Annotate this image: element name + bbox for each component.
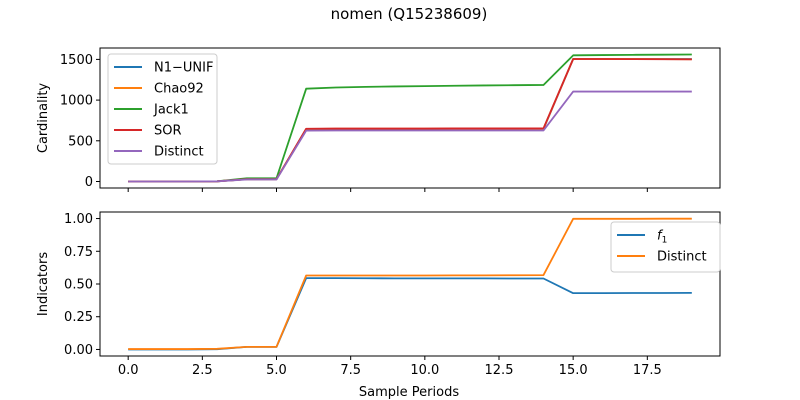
x-tick-label: 2.5 [192,363,213,378]
legend-label: Distinct [657,250,707,265]
legend: N1−UNIF Chao92 Jack1 SOR Distinct [107,53,218,165]
legend-label: N1−UNIF [154,61,213,76]
y-tick-label: 1000 [60,94,93,109]
y-tick-label: 0.50 [64,278,93,293]
x-tick-label: 17.5 [633,363,662,378]
x-tick-label: 0.0 [118,363,139,378]
axes-frame [99,47,721,189]
legend-box [610,221,721,273]
series-line-f1 [128,277,692,351]
legend-label: Distinct [154,145,204,160]
y-axis-label: Indicators [36,252,51,316]
x-tick-label: 12.5 [485,363,514,378]
indicators-panel: 0.0 2.5 5.0 7.5 10.0 12.5 15.0 17.5 0.00 0.25 0.50… [36,211,721,378]
legend-box [107,53,218,165]
y-tick-label: 1500 [60,53,93,68]
legend: f1 Distinct [610,221,721,273]
y-tick-label: 1.00 [64,212,93,227]
figure-title: nomen (Q15238609) [331,5,488,23]
legend-label: Chao92 [154,82,204,97]
x-tick-label: 7.5 [340,363,361,378]
y-axis-label: Cardinality [36,83,51,154]
y-tick-label: 0.00 [64,343,93,358]
series-line-distinct [128,90,692,183]
x-axis-label: Sample Periods [359,385,459,400]
series-line-distinct [128,217,692,350]
cardinality-panel: 0 500 1000 1500 Cardinality N1−UNIF Chao92 Jack… [36,47,721,192]
legend-label: Jack1 [153,103,189,118]
y-tick-label: 0.75 [64,245,93,260]
x-tick-label: 10.0 [410,363,439,378]
x-tick-label: 5.0 [266,363,287,378]
legend-label: f1 [657,229,667,246]
legend-label: SOR [154,124,182,139]
x-tick-label: 15.0 [559,363,588,378]
y-tick-label: 0.25 [64,310,93,325]
y-tick-label: 0 [85,175,93,190]
y-tick-label: 500 [68,134,93,149]
